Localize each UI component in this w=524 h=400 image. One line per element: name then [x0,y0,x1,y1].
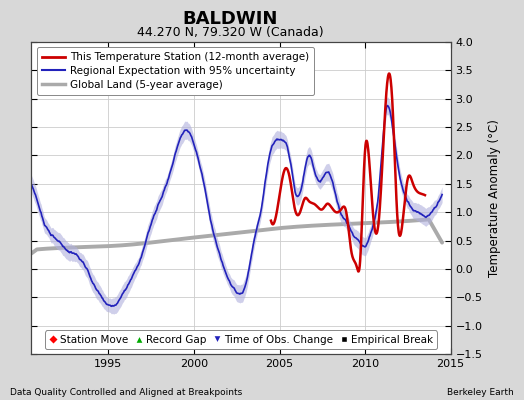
Text: Data Quality Controlled and Aligned at Breakpoints: Data Quality Controlled and Aligned at B… [10,388,243,397]
Y-axis label: Temperature Anomaly (°C): Temperature Anomaly (°C) [488,119,501,277]
Text: BALDWIN: BALDWIN [183,10,278,28]
Text: Berkeley Earth: Berkeley Earth [447,388,514,397]
Text: 44.270 N, 79.320 W (Canada): 44.270 N, 79.320 W (Canada) [137,26,324,39]
Legend: Station Move, Record Gap, Time of Obs. Change, Empirical Break: Station Move, Record Gap, Time of Obs. C… [45,330,438,349]
